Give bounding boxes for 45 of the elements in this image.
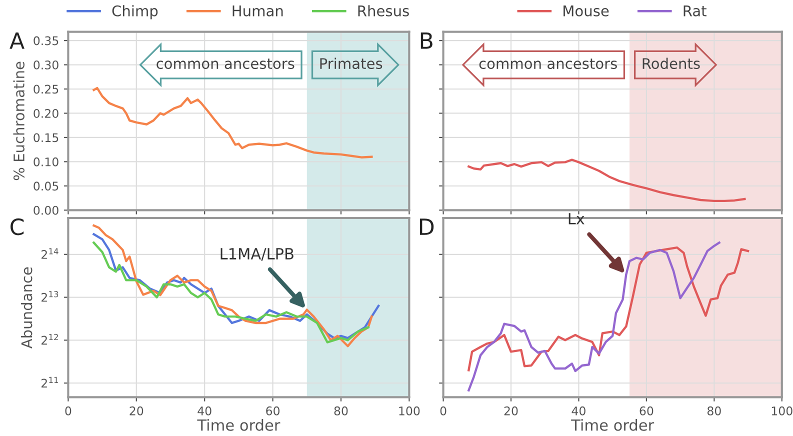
- x-tick-label: 100: [399, 406, 420, 416]
- y-axis-title: % Euchromatine: [13, 62, 25, 180]
- x-tick-label: 80: [707, 406, 721, 416]
- line-series: [92, 86, 373, 158]
- y-axis-title: Abundance: [20, 267, 32, 349]
- chart-title: A: [10, 32, 24, 49]
- chart-title: B: [420, 32, 432, 49]
- y-tick-label: 0.20: [34, 108, 58, 118]
- x-tick-label: 80: [334, 406, 348, 416]
- y-tick-label: 2$^{11}$: [42, 376, 58, 388]
- y-tick-label: 0.15: [34, 133, 58, 142]
- legend-label: Rat: [684, 6, 706, 16]
- line-series: [92, 224, 373, 348]
- y-tick-label: 0.00: [34, 206, 58, 215]
- x-axis-title: Time order: [197, 419, 280, 431]
- band-label: Primates: [320, 58, 382, 70]
- x-axis-title: Time order: [571, 419, 654, 431]
- x-tick-label: 60: [640, 406, 654, 416]
- legend-label: Chimp: [112, 5, 158, 20]
- y-tick-label: 2$^{13}$: [42, 291, 58, 302]
- x-tick-label: 20: [130, 406, 144, 416]
- y-tick-label: 0.05: [34, 182, 58, 191]
- x-tick-label: 40: [572, 406, 586, 416]
- x-tick-label: 100: [772, 406, 792, 416]
- x-tick-label: 20: [504, 406, 518, 416]
- x-tick-label: 40: [198, 406, 212, 416]
- chart-title: D: [420, 218, 434, 235]
- y-tick-label: 0.30: [34, 60, 58, 70]
- legend-label: Human: [232, 6, 283, 16]
- y-tick-label: 2$^{14}$: [42, 248, 58, 259]
- y-tick-label: 0.35: [34, 36, 58, 46]
- y-tick-label: 0.25: [34, 84, 58, 94]
- annotation: Lx: [568, 213, 584, 224]
- x-tick-label: 60: [266, 406, 280, 416]
- y-tick-label: 2$^{12}$: [42, 334, 58, 345]
- legend-label: Rhesus: [358, 5, 409, 16]
- y-tick-label: 0.10: [34, 157, 58, 166]
- annotation: L1MA/LPB: [220, 248, 294, 261]
- annotation: common ancestors: [156, 58, 294, 70]
- band-label: Rodents: [642, 58, 700, 70]
- x-tick-label: 0: [440, 406, 446, 416]
- annotation: common ancestors: [479, 58, 617, 70]
- x-tick-label: 0: [65, 406, 72, 416]
- legend-label: Mouse: [564, 6, 609, 16]
- chart-title: C: [10, 218, 24, 236]
